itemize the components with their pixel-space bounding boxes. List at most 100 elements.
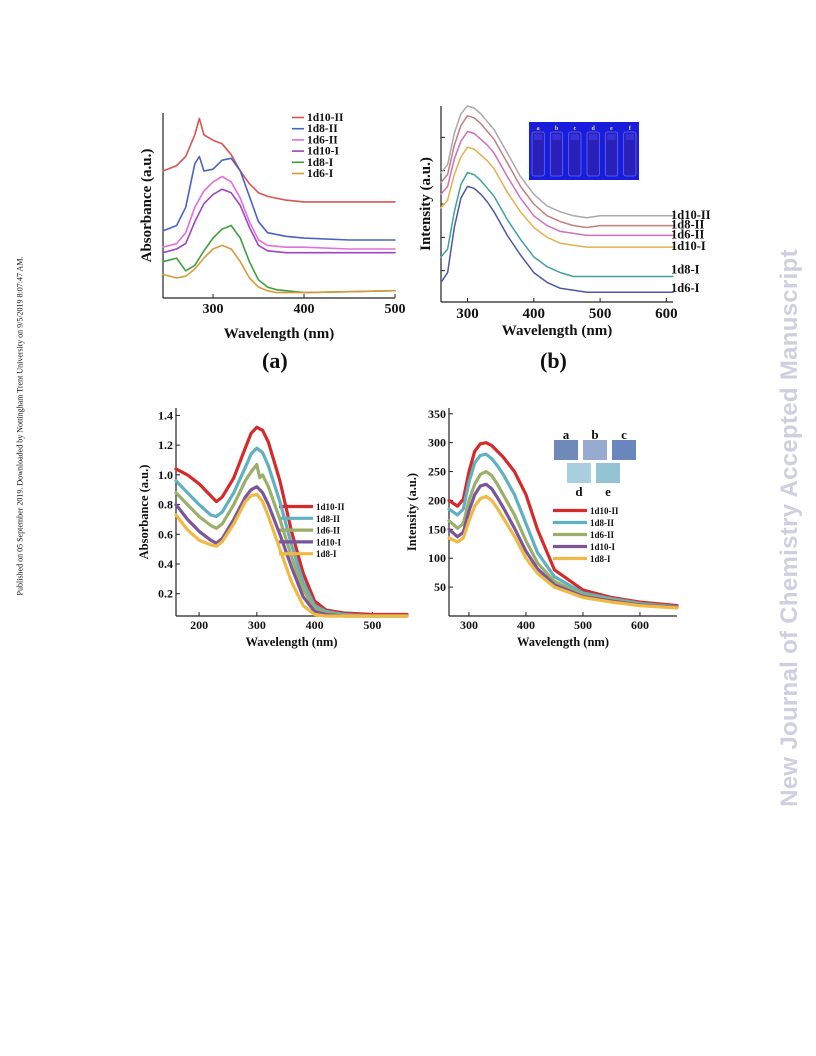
series-end-label: 1d10-II xyxy=(671,208,711,222)
series-line-1d10-I xyxy=(162,188,396,254)
y-axis-label: Intensity (a.u.) xyxy=(405,473,419,551)
panel-label-b: (b) xyxy=(540,348,567,373)
vial xyxy=(604,131,619,177)
x-tick-label: 500 xyxy=(574,618,592,632)
y-tick-label: 1.0 xyxy=(158,468,173,482)
vial-letter: d xyxy=(591,126,595,132)
x-axis-label: Wavelength (nm) xyxy=(245,635,337,649)
y-tick-label: 250 xyxy=(428,465,446,479)
legend-label: 1d8-I xyxy=(316,549,337,559)
legend-label: 1d8-I xyxy=(307,157,334,169)
legend-label: 1d8-II xyxy=(590,518,615,528)
color-square-letter: a xyxy=(563,427,570,442)
x-tick-label: 400 xyxy=(517,618,535,632)
legend-label: 1d10-II xyxy=(316,502,345,512)
x-tick-label: 300 xyxy=(203,302,224,317)
x-tick-label: 600 xyxy=(655,306,678,322)
legend-label: 1d10-I xyxy=(316,537,342,547)
watermark-text: New Journal of Chemistry Accepted Manusc… xyxy=(776,249,803,807)
x-tick-label: 500 xyxy=(363,618,381,632)
series-end-label: 1d6-I xyxy=(671,281,700,295)
legend-label: 1d10-I xyxy=(590,542,616,552)
series-line-1d6-I xyxy=(162,244,396,294)
series-line-1d8-II xyxy=(447,452,679,609)
x-tick-label: 500 xyxy=(385,302,406,317)
legend-label: 1d10-II xyxy=(307,112,344,124)
series-line-1d10-II xyxy=(162,117,396,203)
color-square-letter: d xyxy=(575,484,583,499)
x-axis-label: Wavelength (nm) xyxy=(502,323,612,339)
chart-b: 300 400 500 600 Wavelength (nm) Intensity (a.… xyxy=(418,105,711,339)
series-line-1d8-I xyxy=(162,224,396,294)
y-axis-label: Intensity (a.u.) xyxy=(418,157,434,251)
color-square-letter: c xyxy=(621,427,627,442)
x-tick-label: 200 xyxy=(190,618,208,632)
color-square xyxy=(596,463,620,483)
vial-cap xyxy=(625,134,634,140)
series-line-1d6-II xyxy=(174,462,409,618)
series-line-1d8-II xyxy=(162,155,396,241)
y-tick-label: 350 xyxy=(428,407,446,421)
x-tick-label: 600 xyxy=(631,618,649,632)
series-line-1d10-II xyxy=(440,105,674,219)
journal-watermark: New Journal of Chemistry Accepted Manusc… xyxy=(770,178,810,878)
legend-label: 1d10-II xyxy=(590,506,619,516)
y-tick-label: 150 xyxy=(428,522,446,536)
color-square xyxy=(612,440,636,460)
chart-c: 200 300 400 500 0.2 0.4 0.6 0.8 1.0 1.2 1.4 Wavelen… xyxy=(137,408,409,649)
series-line-1d8-I xyxy=(447,494,679,610)
x-tick-label: 400 xyxy=(294,302,315,317)
series-line-1d10-I xyxy=(174,485,409,618)
vial-cap xyxy=(534,134,543,140)
x-tick-label: 300 xyxy=(456,306,479,322)
series-line-1d10-II xyxy=(174,425,409,617)
legend-label: 1d8-II xyxy=(307,123,338,135)
color-square xyxy=(583,440,607,460)
color-square xyxy=(567,463,591,483)
x-tick-label: 300 xyxy=(248,618,266,632)
vial-letter: f xyxy=(629,126,632,132)
y-tick-label: 100 xyxy=(428,551,446,565)
vial-letter: e xyxy=(610,126,613,132)
y-tick-label: 0.6 xyxy=(158,527,173,541)
chart-d: 300 400 500 600 50 100 150 200 250 300 350 Waveleng… xyxy=(405,407,679,649)
y-axis-label: Absorbance (a.u.) xyxy=(137,465,151,560)
inset-background xyxy=(529,122,639,180)
y-tick-label: 0.2 xyxy=(158,587,173,601)
x-tick-label: 400 xyxy=(306,618,324,632)
color-swatch-inset: a b c d e xyxy=(554,427,636,499)
vial xyxy=(549,131,564,177)
series-line-1d8-I xyxy=(440,171,674,278)
color-square-letter: b xyxy=(591,427,598,442)
vial-cap xyxy=(570,134,579,140)
series-end-label: 1d8-II xyxy=(671,218,704,232)
series-line-1d8-II xyxy=(174,446,409,618)
vial xyxy=(531,131,545,177)
series-line-1d6-II xyxy=(440,130,674,237)
y-tick-label: 300 xyxy=(428,436,446,450)
y-tick-label: 0.4 xyxy=(158,557,173,571)
x-tick-label: 500 xyxy=(589,306,612,322)
chart-a: 300 400 500 Wavelength (nm) Absorbance (a.u.… xyxy=(139,112,406,342)
series-line-1d6-II xyxy=(162,175,396,250)
y-tick-label: 0.8 xyxy=(158,498,173,512)
color-square xyxy=(554,440,578,460)
vial-letter: c xyxy=(573,126,576,132)
legend-label: 1d10-I xyxy=(307,146,339,158)
legend-label: 1d6-II xyxy=(307,134,338,146)
series-line-1d6-I xyxy=(440,185,674,293)
vial xyxy=(568,131,582,177)
series-end-label: 1d10-I xyxy=(671,239,706,253)
panel-label-a: (a) xyxy=(262,348,288,373)
y-tick-label: 1.2 xyxy=(158,438,173,452)
vial-letter: a xyxy=(537,126,540,132)
series-line-1d10-II xyxy=(447,441,679,608)
legend-label: 1d6-II xyxy=(590,530,615,540)
vial xyxy=(586,131,600,177)
y-tick-label: 1.4 xyxy=(158,408,173,422)
color-square-letter: e xyxy=(605,484,611,499)
series-end-label: 1d8-I xyxy=(671,263,700,277)
legend-label: 1d6-II xyxy=(316,526,341,536)
vial-letter: b xyxy=(555,126,559,132)
series-line-1d8-I xyxy=(174,492,409,618)
